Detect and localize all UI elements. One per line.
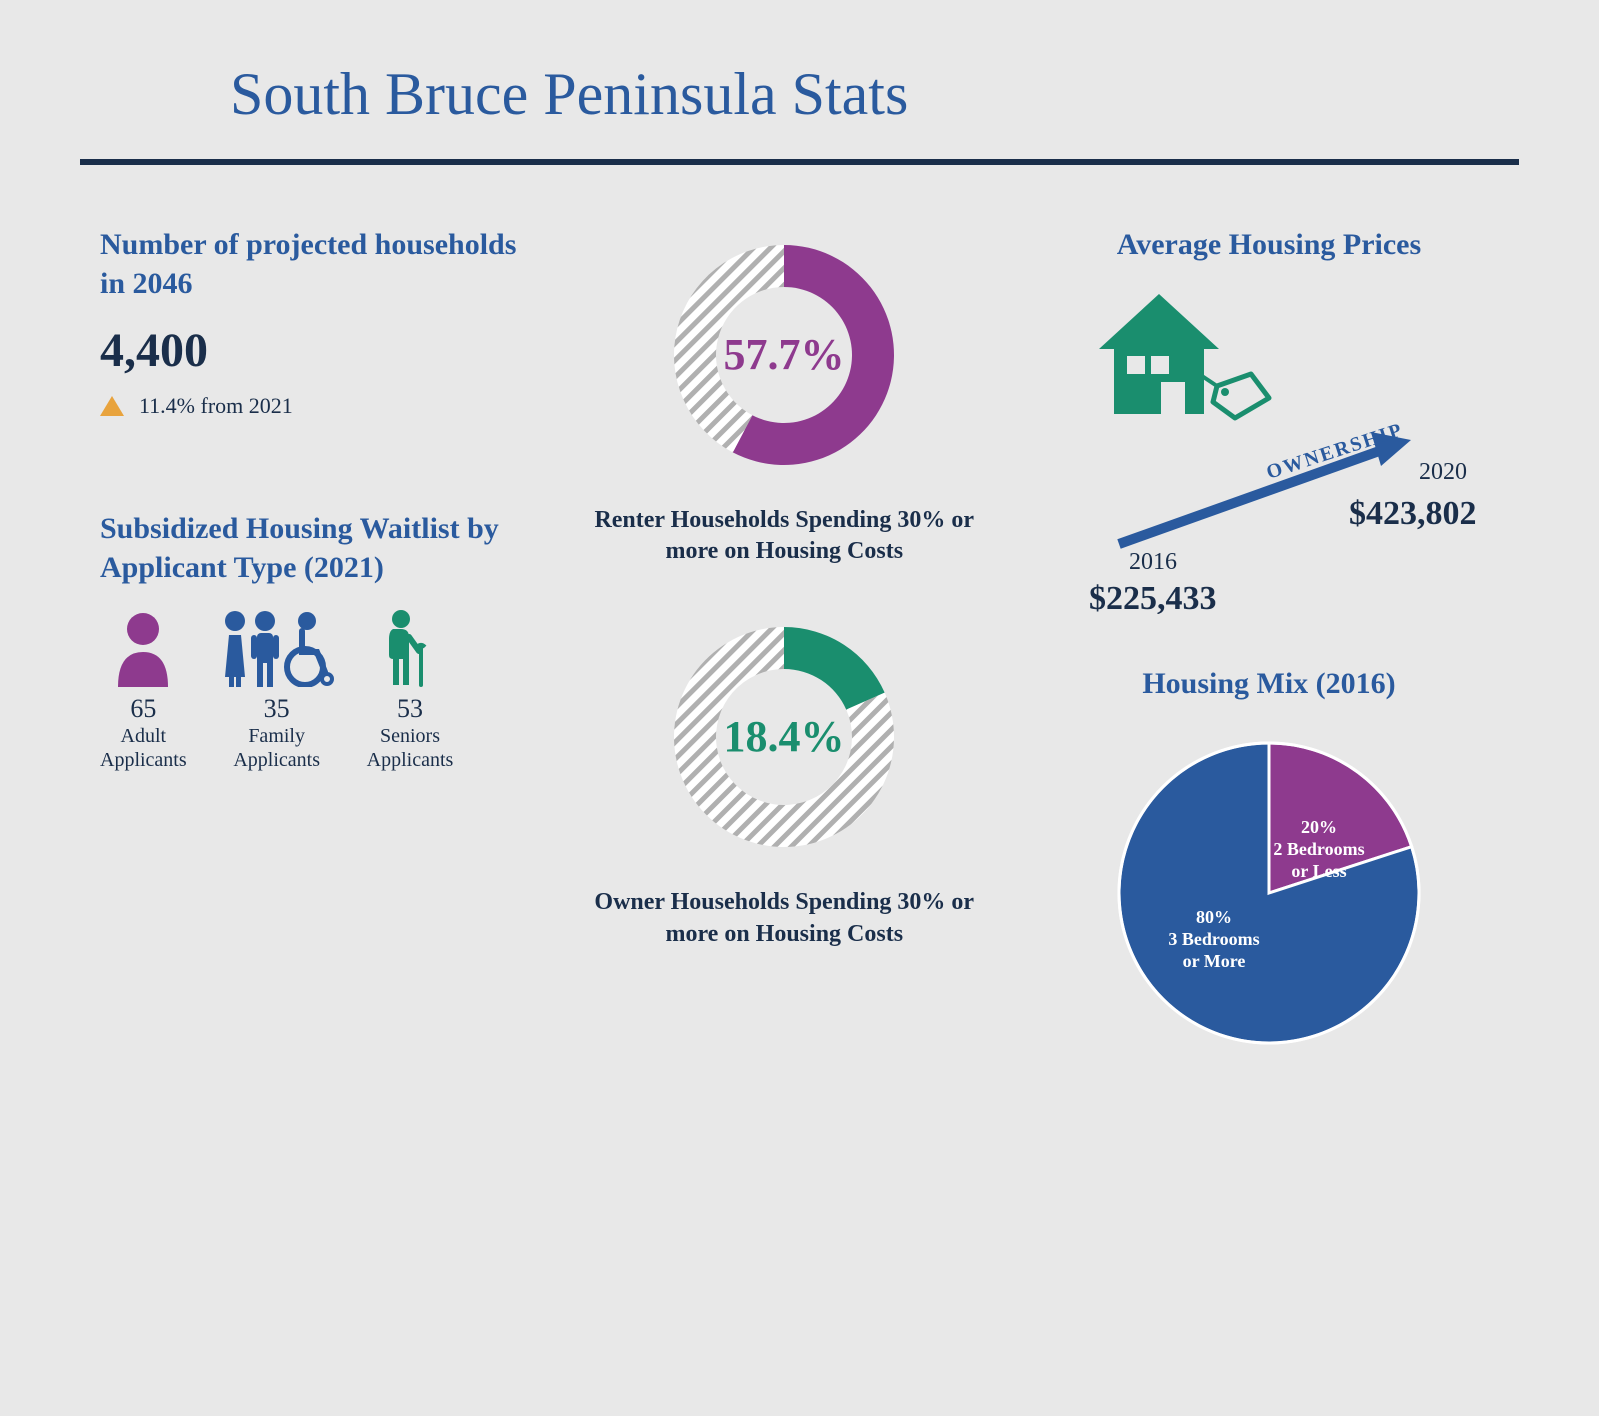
svg-text:57.7%: 57.7% — [724, 330, 845, 379]
waitlist-seniors-l2: Applicants — [367, 748, 454, 772]
family-icon — [217, 607, 337, 687]
waitlist-adult: 65 Adult Applicants — [100, 607, 187, 772]
price-val-end: $423,802 — [1349, 495, 1477, 532]
prices-heading: Average Housing Prices — [1039, 225, 1499, 264]
projected-delta-text: 11.4% from 2021 — [139, 393, 293, 419]
price-year-start: 2016 — [1129, 549, 1177, 575]
adult-icon — [108, 607, 178, 687]
donut-renter-svg: 57.7% — [654, 225, 914, 485]
svg-text:or Less: or Less — [1291, 861, 1346, 881]
housing-mix-pie: 20%2 Bedroomsor Less 80%3 Bedroomsor More — [1099, 723, 1439, 1063]
waitlist-family-l1: Family — [217, 724, 337, 748]
prices-svg: OWNERSHIP 2020 $423,802 2016 $225,433 — [1039, 284, 1499, 614]
svg-text:2 Bedrooms: 2 Bedrooms — [1273, 839, 1364, 859]
up-arrow-icon — [100, 396, 124, 416]
col-left: Number of projected households in 2046 4… — [100, 225, 530, 1068]
waitlist-block: Subsidized Housing Waitlist by Applicant… — [100, 509, 530, 772]
price-val-start: $225,433 — [1089, 580, 1217, 614]
donut-owner-svg: 18.4% — [654, 607, 914, 867]
prices-block: OWNERSHIP 2020 $423,802 2016 $225,433 — [1039, 284, 1499, 634]
waitlist-adult-l1: Adult — [100, 724, 187, 748]
donut-owner: 18.4% Owner Households Spending 30% or m… — [570, 607, 1000, 949]
waitlist-seniors: 53 Seniors Applicants — [367, 607, 454, 772]
projected-delta: 11.4% from 2021 — [100, 393, 530, 419]
col-right: Average Housing Prices — [1039, 225, 1499, 1068]
projected-heading: Number of projected households in 2046 — [100, 225, 530, 303]
donut-owner-caption: Owner Households Spending 30% or more on… — [570, 887, 1000, 949]
svg-text:3 Bedrooms: 3 Bedrooms — [1168, 929, 1259, 949]
mix-pie-wrap: 20%2 Bedroomsor Less 80%3 Bedroomsor More — [1039, 723, 1499, 1068]
projected-block: Number of projected households in 2046 4… — [100, 225, 530, 419]
waitlist-family: 35 Family Applicants — [217, 607, 337, 772]
waitlist-heading: Subsidized Housing Waitlist by Applicant… — [100, 509, 530, 587]
col-mid: 57.7% Renter Households Spending 30% or … — [570, 225, 1000, 1068]
waitlist-adult-count: 65 — [100, 693, 187, 724]
price-year-end: 2020 — [1419, 459, 1467, 485]
svg-text:18.4%: 18.4% — [724, 712, 845, 761]
donut-renter: 57.7% Renter Households Spending 30% or … — [570, 225, 1000, 567]
page-title: South Bruce Peninsula Stats — [230, 60, 1539, 129]
svg-text:80%: 80% — [1196, 907, 1232, 927]
house-icon — [1099, 294, 1269, 418]
waitlist-adult-l2: Applicants — [100, 748, 187, 772]
svg-text:20%: 20% — [1301, 817, 1337, 837]
waitlist-row: 65 Adult Applicants — [100, 607, 530, 772]
svg-text:or More: or More — [1183, 951, 1246, 971]
waitlist-family-count: 35 — [217, 693, 337, 724]
main-grid: Number of projected households in 2046 4… — [60, 225, 1539, 1068]
senior-icon — [375, 607, 445, 687]
waitlist-family-l2: Applicants — [217, 748, 337, 772]
divider — [80, 159, 1519, 165]
waitlist-seniors-l1: Seniors — [367, 724, 454, 748]
waitlist-seniors-count: 53 — [367, 693, 454, 724]
projected-value: 4,400 — [100, 323, 530, 378]
mix-heading: Housing Mix (2016) — [1039, 664, 1499, 703]
donut-renter-caption: Renter Households Spending 30% or more o… — [570, 505, 1000, 567]
